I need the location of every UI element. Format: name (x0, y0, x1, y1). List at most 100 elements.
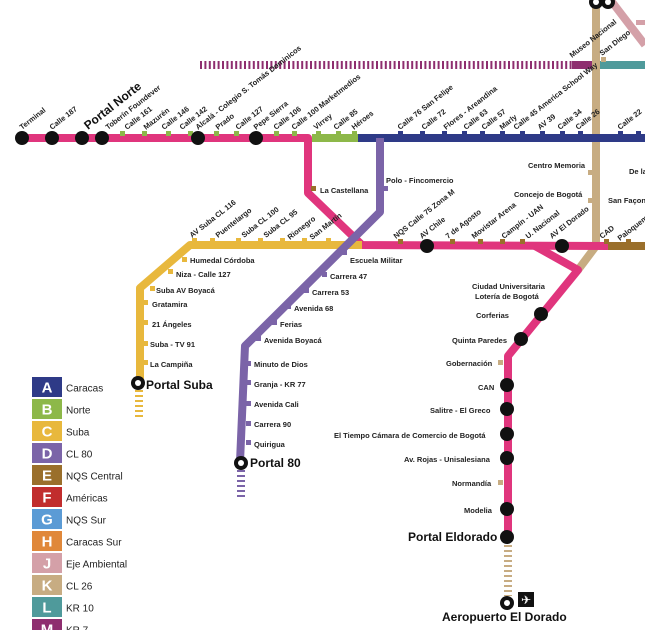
legend-label: NQS Sur (66, 516, 107, 527)
stop-ticks-top (120, 131, 357, 136)
line-k-diagonal (574, 243, 600, 273)
stop-ticks-nqs-south (498, 360, 503, 485)
legend-item-m: M KR 7 (32, 619, 89, 630)
terminal-label-portal-eldorado: Portal Eldorado (408, 530, 497, 544)
station-label: Calle 22 (616, 107, 644, 132)
station-label: CAD (598, 223, 617, 240)
legend-swatch (32, 421, 62, 441)
svg-text:Lotería de Bogotá: Lotería de Bogotá (475, 292, 540, 301)
stop-ticks-d (246, 186, 388, 445)
legend-code: C (42, 424, 53, 441)
legend-swatch (32, 465, 62, 485)
station-label: Escuela Militar (350, 256, 403, 265)
legend-label: Caracas (66, 384, 103, 395)
legend-swatch (32, 509, 62, 529)
legend-code: E (42, 468, 52, 485)
legend-swatch (32, 531, 62, 551)
legend-item-j: J Eje Ambiental (32, 553, 127, 573)
station-label: Av. Rojas - Unisalesiana (404, 455, 491, 464)
legend-code: G (41, 512, 53, 529)
stop-ticks-nqs (311, 186, 631, 244)
station-label: Concejo de Bogotá (514, 190, 583, 199)
labels-top-rotated: Terminal Calle 187 Portal Norte Toberín … (18, 17, 644, 132)
stop-ticks-c (143, 238, 331, 365)
station-label: De la (629, 167, 645, 176)
airplane-icon: ✈ (518, 592, 534, 607)
legend-item-g: G NQS Sur (32, 509, 107, 529)
legend-label: Norte (66, 406, 91, 417)
station-label: Gratamira (152, 300, 188, 309)
legend-swatch (32, 575, 62, 595)
station-label: San Façon (608, 196, 645, 205)
station-label: Salitre - El Greco (430, 406, 491, 415)
station-label: Paloquemao (616, 208, 645, 243)
legend-code: M (41, 622, 54, 630)
station-label: Corferias (476, 311, 509, 320)
station-label: Suba AV Boyacá (156, 286, 216, 295)
legend-code: A (42, 380, 53, 397)
station-label: Carrera 90 (254, 420, 291, 429)
station-label: Granja - KR 77 (254, 380, 306, 389)
station-label: La Castellana (320, 186, 369, 195)
legend-code: F (42, 490, 51, 507)
svg-text:Ciudad Universitaria: Ciudad Universitaria (472, 282, 546, 291)
line-j-stub (636, 20, 645, 25)
stop-ticks-k (588, 57, 606, 203)
legend-item-f: F Américas (32, 487, 108, 507)
station-label: Ferias (280, 320, 302, 329)
legend-swatch (32, 553, 62, 573)
line-c (136, 241, 362, 384)
station-label: Carrera 47 (330, 272, 367, 281)
legend-item-b: B Norte (32, 399, 91, 419)
svg-text:✈: ✈ (521, 593, 531, 607)
legend-swatch (32, 487, 62, 507)
legend-swatch (32, 377, 62, 397)
station-label: Humedal Córdoba (190, 256, 255, 265)
terminal-label-portal-suba: Portal Suba (146, 378, 213, 392)
line-nqs-north (22, 134, 609, 250)
legend-item-d: D CL 80 (32, 443, 93, 463)
legend-swatch (32, 619, 62, 630)
station-label: Centro Memoria (528, 161, 586, 170)
station-label: Polo - Fincomercio (386, 176, 454, 185)
station-label: El Tiempo Cámara de Comercio de Bogotá (334, 431, 486, 440)
station-label: Minuto de Dios (254, 360, 308, 369)
label-ciudad-universitaria: Ciudad Universitaria Lotería de Bogotá (472, 282, 546, 301)
station-label: Avenida Cali (254, 400, 299, 409)
legend-swatch (32, 443, 62, 463)
legend-item-a: A Caracas (32, 377, 103, 397)
legend-label: Eje Ambiental (66, 560, 127, 571)
legend-swatch (32, 399, 62, 419)
legend-label: Américas (66, 494, 108, 505)
station-label: Carrera 53 (312, 288, 349, 297)
station-label: Modelia (464, 506, 493, 515)
legend: A Caracas B Norte C Suba D CL 80 E NQS Central F Am… (32, 377, 127, 630)
legend-item-c: C Suba (32, 421, 90, 441)
legend-item-e: E NQS Central (32, 465, 123, 485)
legend-code: K (42, 578, 53, 595)
legend-code: L (42, 600, 51, 617)
legend-label: CL 26 (66, 582, 93, 593)
legend-code: J (43, 556, 51, 573)
station-label: Gobernación (446, 359, 493, 368)
station-label: 21 Ángeles (152, 320, 192, 329)
legend-swatch (32, 597, 62, 617)
terminal-label-portal-80: Portal 80 (250, 456, 301, 470)
stop-ticks-a (398, 131, 641, 136)
station-label: Calle 187 (48, 104, 79, 131)
terminal-label-aeropuerto: Aeropuerto El Dorado (442, 610, 567, 624)
station-label: Quinta Paredes (452, 336, 507, 345)
labels-horizontal: Centro Memoria De la Concejo de Bogotá S… (146, 161, 645, 624)
station-label: AV 39 (536, 112, 558, 132)
legend-code: B (42, 402, 53, 419)
legend-label: Caracas Sur (66, 538, 122, 549)
legend-label: CL 80 (66, 450, 93, 461)
station-label: Terminal (18, 106, 48, 132)
station-label: CAN (478, 383, 494, 392)
station-label: La Campiña (150, 360, 193, 369)
line-j (608, 0, 645, 48)
legend-label: KR 10 (66, 604, 94, 615)
legend-label: KR 7 (66, 626, 89, 630)
station-label: Suba - TV 91 (150, 340, 195, 349)
